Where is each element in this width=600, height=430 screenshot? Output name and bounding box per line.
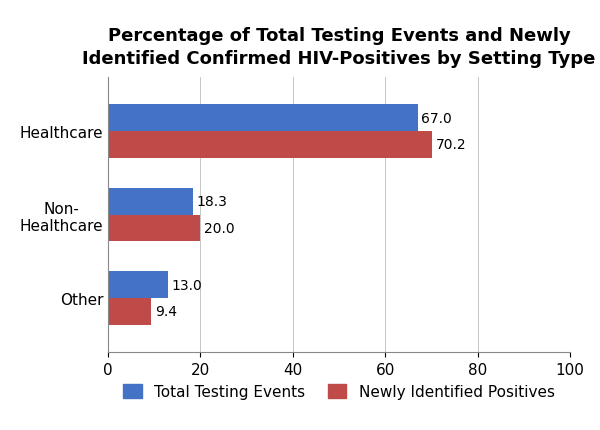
Title: Percentage of Total Testing Events and Newly
Identified Confirmed HIV-Positives : Percentage of Total Testing Events and N… (82, 28, 596, 68)
Bar (108, 272, 168, 298)
Text: 70.2: 70.2 (436, 138, 467, 152)
Bar (108, 188, 193, 215)
Text: 9.4: 9.4 (155, 305, 177, 319)
Bar (108, 132, 433, 158)
Bar (108, 105, 418, 132)
Text: 13.0: 13.0 (172, 278, 203, 292)
Text: 20.0: 20.0 (204, 221, 235, 235)
Bar (108, 298, 151, 325)
Text: 18.3: 18.3 (196, 195, 227, 209)
Legend: Total Testing Events, Newly Identified Positives: Total Testing Events, Newly Identified P… (118, 378, 560, 405)
Bar (108, 215, 200, 242)
Text: 67.0: 67.0 (421, 111, 452, 125)
